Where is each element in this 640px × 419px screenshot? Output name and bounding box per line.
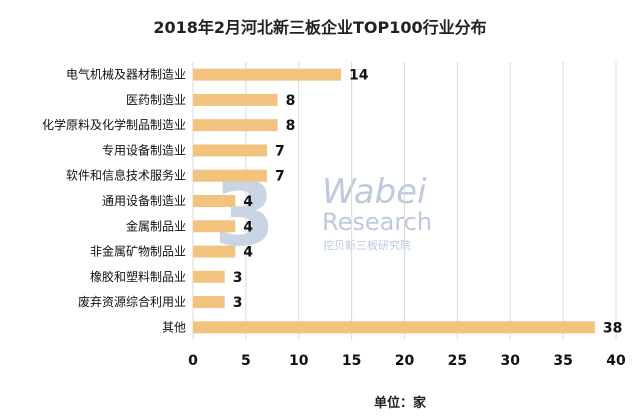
data-label-7: 4 <box>243 245 253 261</box>
category-label-7: 非金属矿物制品业 <box>90 244 186 259</box>
category-label-6: 金属制品业 <box>126 218 186 233</box>
bar-4 <box>193 169 268 182</box>
x-tick-label-25: 25 <box>448 353 467 369</box>
data-label-3: 7 <box>275 143 285 159</box>
bar-0 <box>193 68 342 81</box>
category-label-8: 橡胶和塑料制品业 <box>90 269 186 284</box>
bar-2 <box>193 119 278 132</box>
data-label-9: 3 <box>233 295 243 311</box>
x-tick-label-20: 20 <box>395 353 415 369</box>
bar-3 <box>193 144 268 157</box>
bar-1 <box>193 93 278 106</box>
category-label-5: 通用设备制造业 <box>102 194 186 208</box>
x-tick-label-0: 0 <box>188 353 198 369</box>
category-label-9: 废弃资源综合利用业 <box>78 294 186 309</box>
watermark-logo-cn: 挖贝新三板研究院 <box>323 238 411 252</box>
data-label-2: 8 <box>286 118 296 134</box>
wabei-research-watermark: 3 Wabei Research 挖贝新三板研究院 <box>214 163 432 266</box>
x-tick-label-15: 15 <box>342 353 361 369</box>
category-label-4: 软件和信息技术服务业 <box>66 168 186 183</box>
category-label-0: 电气机械及器材制造业 <box>66 67 186 82</box>
bar-8 <box>193 270 225 283</box>
bars <box>193 68 595 334</box>
bar-9 <box>193 296 225 309</box>
bar-7 <box>193 245 236 258</box>
x-tick-label-35: 35 <box>553 353 572 369</box>
bar-6 <box>193 220 236 233</box>
watermark-logo-text: Wabei <box>322 172 427 212</box>
x-tick-label-5: 5 <box>241 353 251 369</box>
data-label-1: 8 <box>286 93 296 109</box>
category-label-3: 专用设备制造业 <box>102 142 186 157</box>
x-tick-label-40: 40 <box>606 353 626 369</box>
data-label-6: 4 <box>243 219 253 235</box>
x-axis-label: 单位：家 <box>373 396 426 411</box>
bar-5 <box>193 195 236 207</box>
data-label-0: 14 <box>349 68 369 84</box>
x-tick-label-10: 10 <box>289 353 309 369</box>
labels: 0 5 10 15 20 25 30 35 40 电气机械及器材制造业 14 医药制造业 8 化学原料及化… <box>42 67 626 369</box>
data-label-5: 4 <box>243 194 253 210</box>
category-label-2: 化学原料及化学制品制造业 <box>42 117 186 132</box>
data-label-8: 3 <box>233 270 243 286</box>
watermark-logo-subtext: Research <box>322 208 432 236</box>
category-label-1: 医药制造业 <box>126 93 186 107</box>
data-label-4: 7 <box>275 169 285 185</box>
bar-10 <box>193 321 595 334</box>
category-label-10: 其他 <box>162 320 186 334</box>
data-label-10: 38 <box>603 320 622 336</box>
chart-title: 2018年2月河北新三板企业TOP100行业分布 <box>153 18 487 37</box>
x-tick-label-30: 30 <box>501 353 521 369</box>
